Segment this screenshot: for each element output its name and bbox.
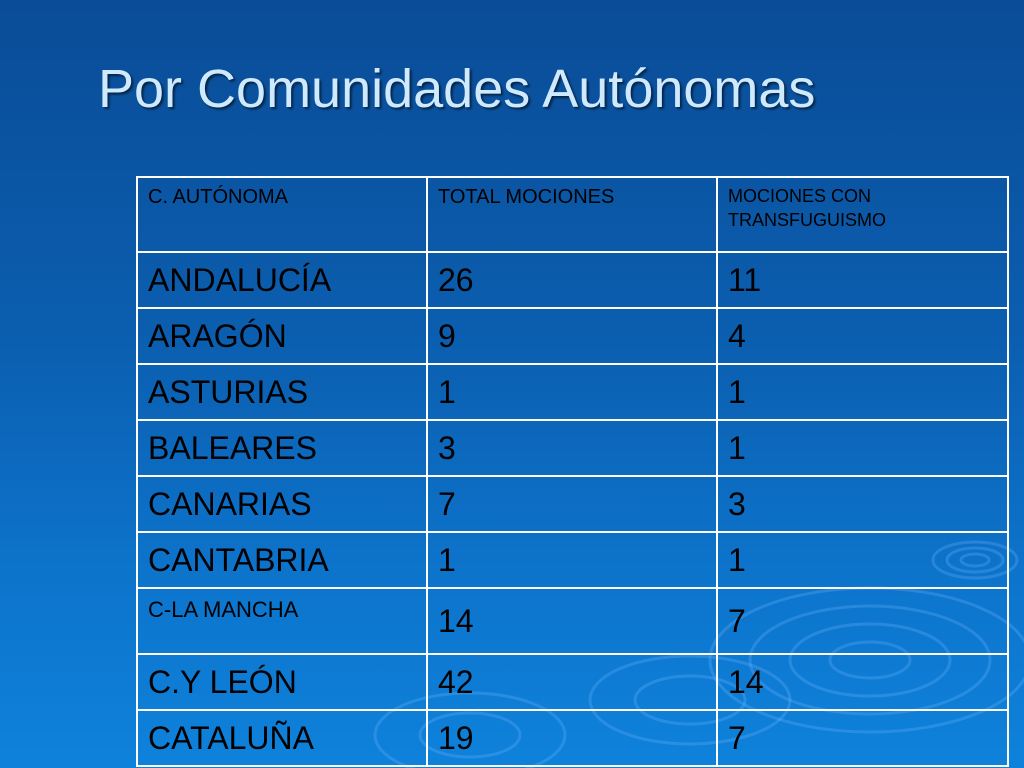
table-row: ANDALUCÍA 26 11	[136, 251, 1009, 309]
cell-transfuguismo: 7	[716, 709, 1009, 767]
cell-comunidad: ASTURIAS	[136, 363, 428, 421]
cell-transfuguismo: 14	[716, 653, 1009, 711]
cell-transfuguismo: 7	[716, 587, 1009, 655]
cell-total: 1	[426, 363, 718, 421]
cell-comunidad: BALEARES	[136, 419, 428, 477]
slide-title: Por Comunidades Autónomas	[98, 59, 816, 119]
table-row: BALEARES 3 1	[136, 419, 1009, 477]
table-row: C.Y LEÓN 42 14	[136, 653, 1009, 711]
header-mociones-transfuguismo: MOCIONES CON TRANSFUGUISMO	[716, 176, 1009, 253]
cell-total: 7	[426, 475, 718, 533]
table-row: C-LA MANCHA 14 7	[136, 587, 1009, 655]
cell-total: 14	[426, 587, 718, 655]
table-row: CANARIAS 7 3	[136, 475, 1009, 533]
cell-comunidad: CANARIAS	[136, 475, 428, 533]
header-comunidad: C. AUTÓNOMA	[136, 176, 428, 253]
cell-comunidad: CANTABRIA	[136, 531, 428, 589]
cell-total: 42	[426, 653, 718, 711]
table-row: ARAGÓN 9 4	[136, 307, 1009, 365]
table-row: CATALUÑA 19 7	[136, 709, 1009, 767]
table-header-row: C. AUTÓNOMA TOTAL MOCIONES MOCIONES CON …	[136, 176, 1009, 253]
cell-transfuguismo: 1	[716, 419, 1009, 477]
cell-total: 3	[426, 419, 718, 477]
cell-comunidad: ARAGÓN	[136, 307, 428, 365]
cell-transfuguismo: 4	[716, 307, 1009, 365]
mociones-table: C. AUTÓNOMA TOTAL MOCIONES MOCIONES CON …	[136, 176, 1009, 767]
header-total-mociones: TOTAL MOCIONES	[426, 176, 718, 253]
cell-transfuguismo: 1	[716, 363, 1009, 421]
table-row: ASTURIAS 1 1	[136, 363, 1009, 421]
cell-transfuguismo: 1	[716, 531, 1009, 589]
cell-comunidad: ANDALUCÍA	[136, 251, 428, 309]
cell-total: 9	[426, 307, 718, 365]
cell-comunidad: C-LA MANCHA	[136, 587, 428, 655]
table-row: CANTABRIA 1 1	[136, 531, 1009, 589]
cell-comunidad: C.Y LEÓN	[136, 653, 428, 711]
cell-transfuguismo: 11	[716, 251, 1009, 309]
cell-total: 1	[426, 531, 718, 589]
cell-transfuguismo: 3	[716, 475, 1009, 533]
cell-total: 19	[426, 709, 718, 767]
cell-total: 26	[426, 251, 718, 309]
cell-comunidad: CATALUÑA	[136, 709, 428, 767]
